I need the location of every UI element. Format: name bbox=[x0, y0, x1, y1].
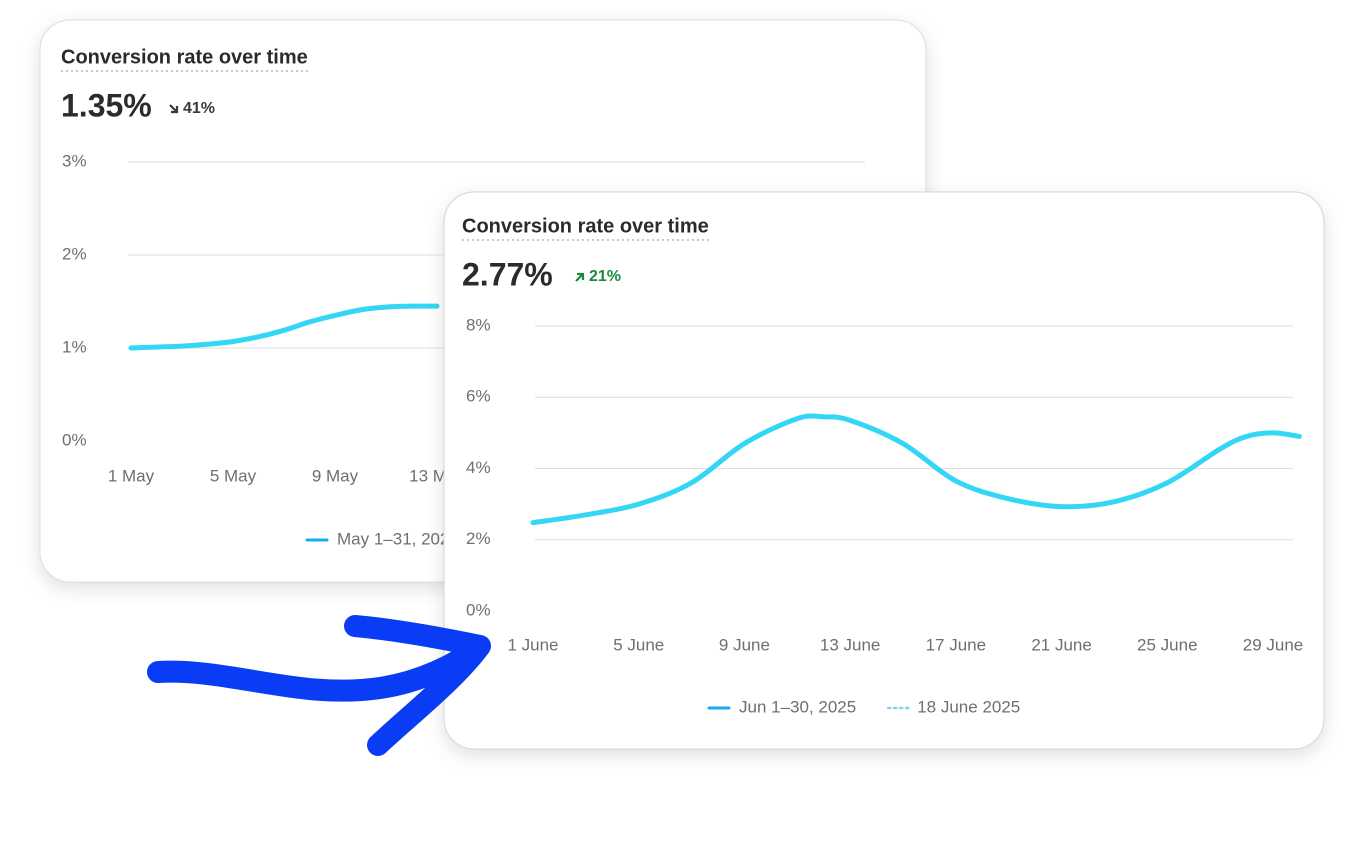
x-tick-label: 17 June bbox=[926, 635, 987, 654]
metric-value: 2.77% bbox=[462, 256, 553, 292]
change-value: 41% bbox=[183, 100, 215, 117]
front-card: Conversion rate over time 2.77% 21% 0% 2% 4% 6… bbox=[443, 191, 1325, 750]
x-tick-label: 1 June bbox=[507, 635, 558, 654]
x-tick-label: 29 June bbox=[1243, 635, 1304, 654]
y-tick-label: 0% bbox=[62, 430, 87, 449]
y-tick-label: 8% bbox=[466, 315, 491, 334]
legend-label: 18 June 2025 bbox=[917, 697, 1020, 716]
x-tick-label: 13 June bbox=[820, 635, 881, 654]
x-tick-label: 5 May bbox=[210, 466, 257, 485]
card-bg bbox=[443, 191, 1325, 750]
legend-label: Jun 1–30, 2025 bbox=[739, 697, 856, 716]
y-tick-label: 2% bbox=[466, 529, 491, 548]
x-tick-label: 1 May bbox=[108, 466, 155, 485]
series-line bbox=[128, 303, 440, 351]
hand-drawn-arrow bbox=[147, 615, 491, 756]
x-tick-label: 9 June bbox=[719, 635, 770, 654]
y-tick-label: 0% bbox=[466, 600, 491, 619]
y-tick-label: 4% bbox=[466, 458, 491, 477]
legend-label: May 1–31, 2025 bbox=[337, 529, 459, 548]
x-tick-label: 25 June bbox=[1137, 635, 1198, 654]
x-tick-label: 21 June bbox=[1031, 635, 1092, 654]
y-tick-label: 1% bbox=[62, 337, 87, 356]
series-line bbox=[530, 413, 1302, 526]
x-tick-label: 5 June bbox=[613, 635, 664, 654]
change-arrow bbox=[169, 104, 179, 114]
y-tick-label: 2% bbox=[62, 244, 87, 263]
chart-title: Conversion rate over time bbox=[61, 46, 308, 68]
change-value: 21% bbox=[589, 268, 621, 285]
y-tick-label: 3% bbox=[62, 151, 87, 170]
chart-title: Conversion rate over time bbox=[462, 215, 709, 237]
change-arrow bbox=[575, 272, 585, 282]
x-tick-label: 9 May bbox=[312, 466, 359, 485]
metric-value: 1.35% bbox=[61, 87, 152, 123]
y-tick-label: 6% bbox=[466, 387, 491, 406]
